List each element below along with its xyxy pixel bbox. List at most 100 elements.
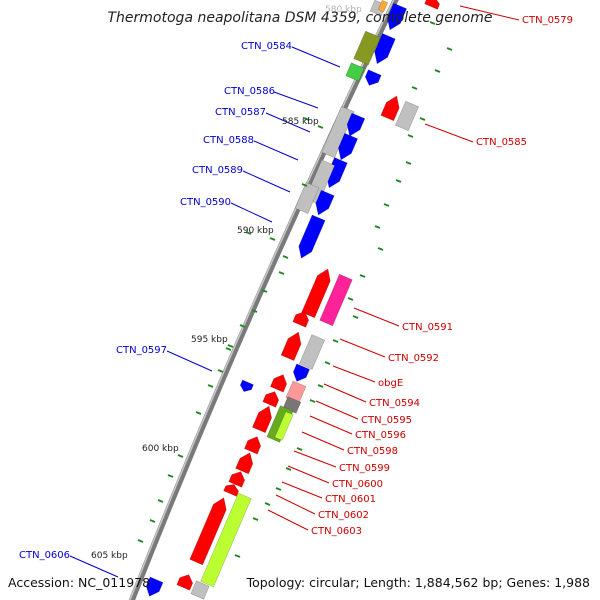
gene-ctn-0585-grey[interactable] — [395, 100, 419, 132]
gene-label-ctn-0606[interactable]: CTN_0606 — [19, 550, 70, 561]
gene-ctn-0599[interactable] — [244, 436, 262, 455]
gene-ctn-0601[interactable] — [228, 471, 246, 488]
scale-tick-595: 595 kbp — [191, 335, 228, 345]
leader-ctn-0587 — [265, 112, 311, 133]
gene-ctn-0596-red[interactable] — [262, 391, 280, 408]
leader-ctn-0594 — [323, 383, 367, 403]
gene-ctn-0594[interactable] — [292, 363, 310, 382]
gene-ctn-0604[interactable] — [176, 574, 194, 591]
leader-ctn-0599 — [293, 450, 337, 468]
leader-ctn-0591 — [353, 307, 400, 327]
gene-red-c[interactable] — [292, 311, 310, 328]
leader-ctn-0606 — [69, 555, 119, 578]
leader-ctn-0597 — [166, 350, 213, 372]
gene-label-ctn-0596[interactable]: CTN_0596 — [355, 430, 406, 441]
gc-tick — [377, 247, 384, 251]
gene-ctn-0597[interactable] — [239, 379, 254, 392]
gene-label-ctn-0591[interactable]: CTN_0591 — [402, 322, 453, 333]
gene-feature-green-a[interactable] — [345, 62, 365, 82]
gene-ctn-0595-pink[interactable] — [285, 380, 307, 404]
feature-track — [145, 0, 440, 600]
gene-label-ctn-0579[interactable]: CTN_0579 — [522, 15, 573, 26]
gene-label-ctn-0592[interactable]: CTN_0592 — [388, 353, 439, 364]
gc-tick — [374, 225, 381, 229]
gene-label-ctn-0598[interactable]: CTN_0598 — [347, 446, 398, 457]
gene-ctn-0592[interactable] — [319, 273, 353, 327]
scale-tick-580: 580 kbp — [325, 5, 362, 15]
gene-ctn-0603-lime[interactable] — [200, 492, 252, 588]
gene-label-ctn-0599[interactable]: CTN_0599 — [339, 463, 390, 474]
gene-label-ctn-0584[interactable]: CTN_0584 — [241, 41, 292, 52]
leader-ctn-0584 — [291, 46, 341, 68]
scale-ticks: 580 kbp 585 kbp 590 kbp 595 kbp 600 kbp … — [91, 5, 362, 561]
gc-tick — [167, 474, 174, 478]
gene-label-ctn-0585[interactable]: CTN_0585 — [476, 137, 527, 148]
gene-feature-olive[interactable] — [353, 30, 381, 66]
gene-feature-top-orange[interactable] — [377, 0, 389, 13]
leader-ctn-0601 — [281, 481, 323, 499]
gene-obge-grey[interactable] — [298, 334, 326, 370]
gc-tick — [157, 499, 164, 503]
leader-ctn-0600 — [287, 465, 330, 484]
gene-ctn-0590-grey[interactable] — [294, 182, 320, 214]
genome-backbone — [128, 0, 399, 600]
leader-ctn-0585 — [424, 123, 474, 143]
gene-feature-blue-c[interactable] — [364, 69, 382, 86]
gene-ctn-0604-grey[interactable] — [190, 580, 210, 600]
gene-ctn-0606[interactable] — [145, 576, 164, 597]
gene-label-ctn-0589[interactable]: CTN_0589 — [192, 165, 243, 176]
gene-label-ctn-0586[interactable]: CTN_0586 — [224, 86, 275, 97]
gc-tick — [405, 161, 412, 165]
gene-ctn-0598-red[interactable] — [252, 405, 272, 434]
gc-tick — [261, 289, 268, 293]
gc-tick — [395, 179, 402, 183]
gene-ctn-0600[interactable] — [235, 452, 254, 475]
topology-text: Topology: circular; Length: 1,884,562 bp… — [246, 575, 590, 590]
gc-tick — [429, 21, 436, 25]
gene-ctn-0587[interactable] — [338, 132, 358, 161]
leader-ctn-0588 — [253, 140, 299, 161]
footer: Accession: NC_011978 Topology: circular;… — [8, 575, 590, 590]
gene-label-ctn-0594[interactable]: CTN_0594 — [369, 398, 420, 409]
gc-tick — [282, 255, 289, 259]
gene-obge-red[interactable] — [280, 331, 302, 361]
gene-feature-top-blue[interactable] — [387, 2, 407, 31]
gene-label-obge[interactable]: obgE — [378, 378, 403, 389]
gene-label-ctn-0595[interactable]: CTN_0595 — [361, 415, 412, 426]
gene-ctn-0586-blue[interactable] — [346, 112, 366, 137]
gene-label-ctn-0587[interactable]: CTN_0587 — [215, 107, 266, 118]
gc-tick — [317, 384, 324, 388]
gene-ctn-0598-lime[interactable] — [274, 411, 294, 441]
gene-ctn-0589[interactable] — [315, 189, 335, 216]
gc-tick — [239, 324, 246, 328]
leader-ctn-0603 — [267, 509, 309, 531]
gc-tick — [149, 519, 156, 523]
gc-tick — [252, 517, 259, 521]
gene-ctn-0579[interactable] — [424, 0, 440, 10]
gc-tick — [419, 117, 426, 121]
gc-tick — [309, 399, 316, 403]
gene-label-ctn-0602[interactable]: CTN_0602 — [318, 510, 369, 521]
gene-ctn-0603-red[interactable] — [189, 497, 227, 566]
gene-label-ctn-0600[interactable]: CTN_0600 — [332, 479, 383, 490]
gene-ctn-0602[interactable] — [223, 484, 239, 497]
leader-ctn-0596 — [309, 415, 353, 435]
gc-tick — [177, 454, 184, 458]
gc-tick — [296, 447, 303, 451]
gene-feature-blue-b[interactable] — [374, 33, 396, 65]
gene-label-ctn-0588[interactable]: CTN_0588 — [203, 135, 254, 146]
gene-label-ctn-0603[interactable]: CTN_0603 — [311, 526, 362, 537]
gene-label-ctn-0597[interactable]: CTN_0597 — [116, 345, 167, 356]
leader-ctn-0602 — [275, 494, 316, 515]
left-gene-labels: CTN_0584 CTN_0586 CTN_0587 CTN_0588 CTN_… — [19, 41, 292, 561]
gene-ctn-0585-red[interactable] — [380, 95, 400, 122]
gene-label-ctn-0590[interactable]: CTN_0590 — [180, 197, 231, 208]
gc-tick — [225, 347, 232, 351]
gc-tick — [269, 237, 276, 241]
gene-ctn-0595-red[interactable] — [270, 374, 288, 393]
gc-tick — [275, 487, 282, 491]
gene-ctn-0590[interactable] — [298, 214, 326, 259]
gene-label-ctn-0601[interactable]: CTN_0601 — [325, 494, 376, 505]
gc-tick — [264, 502, 271, 506]
